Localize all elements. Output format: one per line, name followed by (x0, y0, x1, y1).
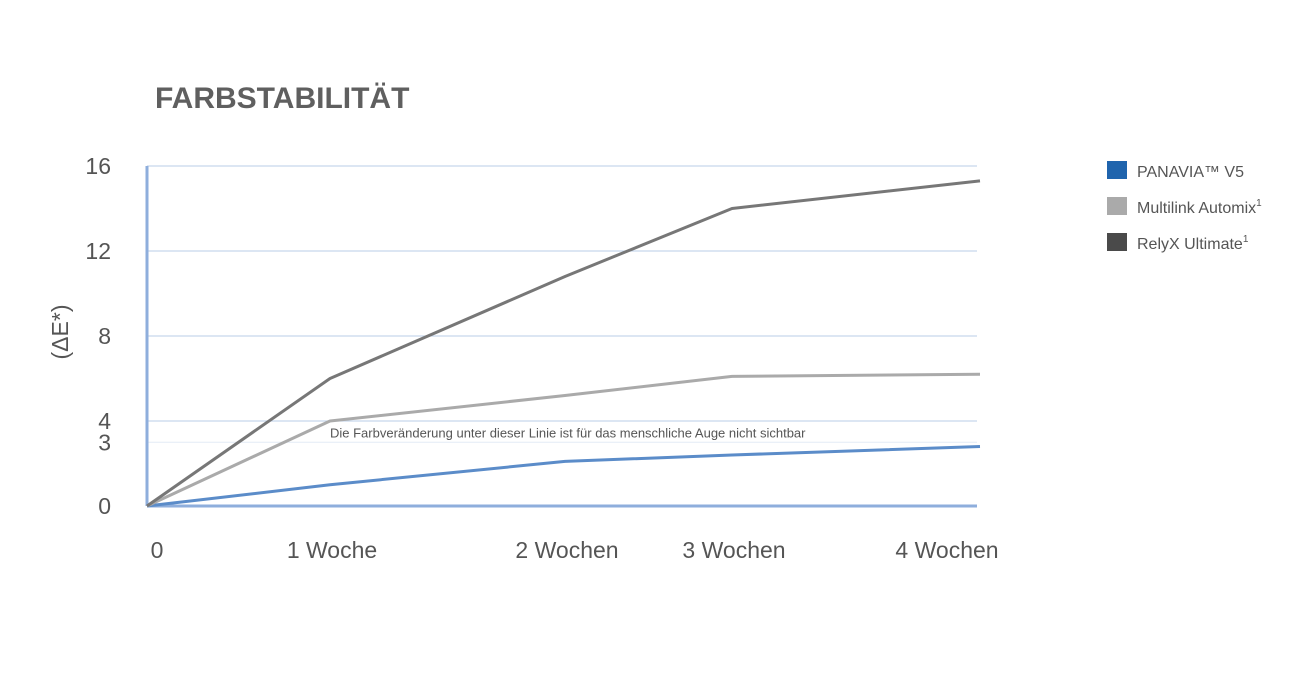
y-axis-label: (ΔE*) (47, 305, 73, 360)
legend: PANAVIA™ V5 Multilink Automix1 RelyX Ultim… (1107, 161, 1262, 253)
series-line-2 (146, 372, 981, 508)
legend-label: Multilink Automix1 (1137, 198, 1262, 217)
x-axis-ticks: 0 1 Woche 2 Wochen 3 Wochen 4 Wochen (151, 537, 999, 563)
legend-label: RelyX Ultimate1 (1137, 234, 1249, 253)
series-line-3 (146, 179, 981, 508)
x-tick-label: 2 Wochen (515, 537, 618, 563)
y-tick-label: 0 (98, 493, 111, 519)
legend-swatch (1107, 233, 1127, 251)
y-tick-label: 3 (98, 429, 111, 455)
y-tick-label: 16 (85, 153, 111, 179)
x-tick-label: 0 (151, 537, 164, 563)
chart-title: FARBSTABILITÄT (155, 82, 409, 115)
x-tick-label: 3 Wochen (682, 537, 785, 563)
series-line-1 (146, 445, 981, 508)
legend-swatch (1107, 197, 1127, 215)
x-tick-label: 1 Woche (287, 537, 377, 563)
grid (147, 165, 977, 443)
legend-label: PANAVIA™ V5 (1137, 164, 1244, 181)
x-tick-label: 4 Wochen (895, 537, 998, 563)
series-lines (146, 179, 981, 508)
legend-swatch (1107, 161, 1127, 179)
y-tick-label: 12 (85, 238, 111, 264)
y-tick-label: 8 (98, 323, 111, 349)
axes (145, 166, 977, 508)
y-axis-ticks: 0 34 8 12 16 (85, 153, 111, 519)
threshold-annotation: Die Farbveränderung unter dieser Linie i… (330, 425, 806, 440)
y-tick-label: 4 (98, 408, 111, 434)
